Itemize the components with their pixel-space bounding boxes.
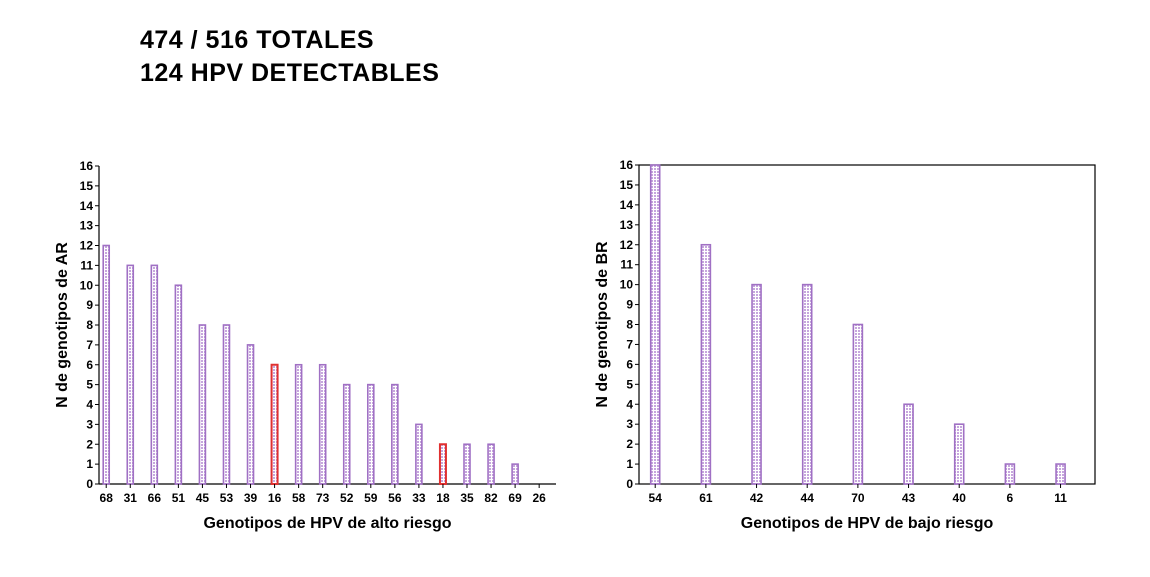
x-tick-label-66: 66 [148,491,162,505]
y-tick-label: 5 [626,377,633,391]
y-tick-label: 13 [620,218,634,232]
y-axis-title: N de genotipos de BR [594,241,611,408]
bar-44 [801,283,813,485]
y-tick-label: 16 [620,158,634,172]
y-tick-label: 2 [626,437,633,451]
x-tick-label-42: 42 [750,491,764,505]
y-tick-label: 9 [626,298,633,312]
x-tick-label-52: 52 [340,491,354,505]
y-tick-label: 15 [80,179,94,193]
y-tick-label: 3 [86,417,93,431]
y-tick-label: 10 [620,278,634,292]
x-tick-label-43: 43 [902,491,916,505]
y-tick-label: 4 [86,398,93,412]
x-tick-label-16: 16 [268,491,282,505]
y-tick-label: 5 [86,378,93,392]
y-tick-label: 1 [86,457,93,471]
x-tick-label-31: 31 [124,491,138,505]
x-tick-label-11: 11 [1054,491,1067,505]
x-tick-label-68: 68 [100,491,114,505]
x-tick-label-82: 82 [484,491,498,505]
bar-11 [1055,463,1066,485]
y-tick-label: 9 [86,298,93,312]
y-tick-label: 16 [80,159,94,173]
y-axis-title: N de genotipos de AR [54,242,71,408]
x-tick-label-59: 59 [364,491,378,505]
x-tick-label-61: 61 [699,491,713,505]
y-tick-label: 13 [80,219,94,233]
x-tick-label-70: 70 [851,491,865,505]
x-axis-title: Genotipos de HPV de bajo riesgo [741,515,994,532]
header-line-detectables: 124 HPV DETECTABLES [140,59,440,87]
y-tick-label: 0 [86,477,93,491]
x-tick-label-53: 53 [220,491,234,505]
x-axis-title: Genotipos de HPV de alto riesgo [203,515,451,532]
x-tick-label-69: 69 [508,491,522,505]
x-tick-label-45: 45 [196,491,210,505]
x-tick-label-40: 40 [953,491,967,505]
y-tick-label: 11 [80,258,93,272]
y-tick-label: 7 [626,337,633,351]
bar-42 [751,283,762,485]
y-tick-label: 4 [626,397,633,411]
y-tick-label: 8 [86,318,93,332]
y-tick-label: 14 [620,198,634,212]
x-tick-label-54: 54 [649,491,663,505]
y-tick-label: 6 [86,358,93,372]
y-tick-label: 15 [620,178,634,192]
y-tick-label: 2 [86,437,93,451]
x-tick-label-18: 18 [436,491,450,505]
x-tick-label-35: 35 [460,491,474,505]
y-tick-label: 12 [620,238,634,252]
bar-54 [649,164,661,485]
bar-43 [903,403,914,485]
x-tick-label-44: 44 [801,491,815,505]
x-tick-label-39: 39 [244,491,258,505]
bar-40 [953,423,965,485]
x-tick-label-6: 6 [1007,491,1014,505]
x-tick-label-73: 73 [316,491,330,505]
y-tick-label: 14 [80,199,94,213]
x-tick-label-51: 51 [172,491,186,505]
y-tick-label: 0 [626,477,633,491]
x-tick-label-26: 26 [532,491,546,505]
y-tick-label: 7 [86,338,93,352]
header-line-totales: 474 / 516 TOTALES [140,26,375,54]
x-tick-label-58: 58 [292,491,306,505]
x-tick-label-56: 56 [388,491,402,505]
y-tick-label: 1 [626,457,633,471]
bar-6 [1004,463,1016,485]
y-tick-label: 11 [620,258,633,272]
y-tick-label: 10 [80,278,94,292]
bar-61 [700,243,712,485]
y-tick-label: 6 [626,357,633,371]
y-tick-label: 8 [626,318,633,332]
y-tick-label: 12 [80,239,94,253]
x-tick-label-33: 33 [412,491,426,505]
bar-70 [852,323,864,485]
y-tick-label: 3 [626,417,633,431]
